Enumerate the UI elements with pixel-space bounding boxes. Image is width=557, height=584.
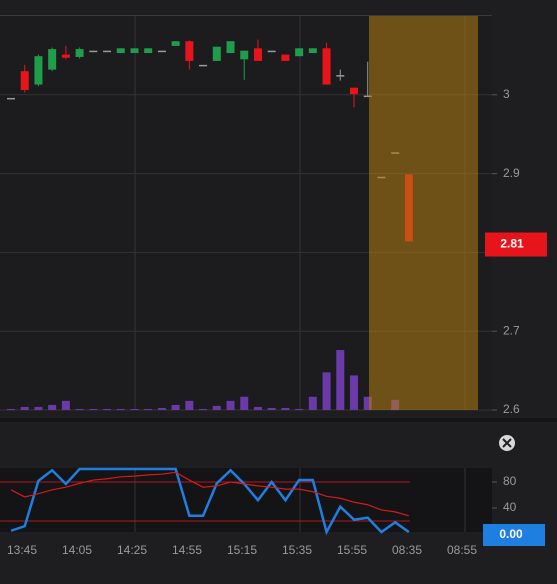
oscillator-line: [10, 471, 410, 517]
candle-body: [267, 50, 276, 53]
candle-body: [89, 50, 98, 53]
candle-body: [336, 75, 345, 77]
candle-body: [350, 87, 358, 95]
candle-body: [185, 41, 194, 61]
x-tick-label: 14:05: [62, 543, 92, 557]
candle-body: [34, 56, 43, 85]
candle-body: [281, 54, 290, 61]
volume-bar: [308, 396, 317, 410]
volume-bar: [89, 408, 98, 410]
oscillator-plot: [0, 468, 492, 532]
volume-bar: [199, 408, 208, 410]
candle-body: [103, 50, 112, 53]
close-button[interactable]: [499, 435, 515, 451]
x-tick-label: 15:35: [282, 543, 312, 557]
volume-bar: [48, 404, 57, 410]
current-price-label: 2.81: [500, 237, 524, 251]
volume-bar: [350, 375, 358, 410]
volume-bar: [363, 396, 372, 410]
current-price-box: [485, 232, 547, 257]
candle-body: [144, 48, 153, 54]
oscillator-tick-label: 40: [503, 500, 517, 514]
candle-body: [116, 48, 125, 54]
volume-bar: [103, 408, 112, 410]
candle-body: [212, 46, 221, 61]
volume-bar: [20, 406, 29, 410]
candle-body: [130, 48, 139, 54]
x-tick-label: 13:45: [7, 543, 37, 557]
x-tick-label: 14:25: [117, 543, 147, 557]
volume-bar: [185, 400, 194, 410]
x-tick-label: 08:55: [447, 543, 477, 557]
candle-body: [199, 64, 208, 67]
candle-body: [20, 71, 29, 91]
candle-body: [75, 49, 84, 57]
volume-bar: [7, 408, 15, 410]
labels: 2.81 80 40 0.00 13:45 14:05 14:25 14:55 15:15 15:…: [7, 232, 547, 557]
oscillator-value-label: 0.00: [499, 527, 523, 541]
candle-body: [61, 54, 70, 58]
candle-body: [295, 48, 304, 57]
candle-body: [48, 49, 57, 70]
candle-body: [157, 50, 166, 53]
volume-bar: [253, 406, 262, 410]
volume-bar: [61, 400, 70, 410]
candle-body: [240, 50, 249, 60]
volume-bar: [130, 408, 139, 410]
volume-bar: [240, 396, 249, 410]
volume-bar: [34, 406, 43, 410]
volume-bar: [157, 407, 166, 410]
volume-bar: [75, 408, 84, 410]
x-tick-label: 15:15: [227, 543, 257, 557]
volume-bar: [336, 350, 345, 410]
volume-bar: [116, 408, 125, 410]
volume-bar: [144, 408, 153, 410]
volume-bar: [212, 405, 221, 410]
volume-bar: [171, 404, 180, 410]
volume-bar: [267, 407, 276, 410]
x-tick-label: 15:55: [337, 543, 367, 557]
x-tick-label: 08:35: [392, 543, 422, 557]
y-tick-label: 2.6: [503, 402, 520, 416]
oscillator-line: [10, 467, 410, 536]
oscillator-tick-label: 80: [503, 474, 517, 488]
candle-body: [7, 97, 15, 100]
y-tick-label: 3: [503, 87, 510, 101]
candle-body: [308, 48, 317, 54]
candle-body: [253, 48, 262, 61]
x-tick-label: 14:55: [172, 543, 202, 557]
oscillator-value-box: [483, 524, 545, 546]
y-tick-label: 2.7: [503, 323, 520, 337]
volume-bar: [281, 407, 290, 410]
candle-body: [171, 41, 180, 46]
volume-bar: [295, 408, 304, 410]
volume-bar: [226, 400, 235, 410]
highlight-region: [369, 16, 478, 410]
volume-bar: [322, 372, 331, 410]
y-tick-label: 2.9: [503, 166, 520, 180]
panel-separator: [0, 418, 557, 422]
candle-body: [226, 41, 235, 54]
candle-body: [322, 48, 331, 85]
candle-body: [363, 95, 372, 98]
close-cross: [502, 438, 512, 448]
